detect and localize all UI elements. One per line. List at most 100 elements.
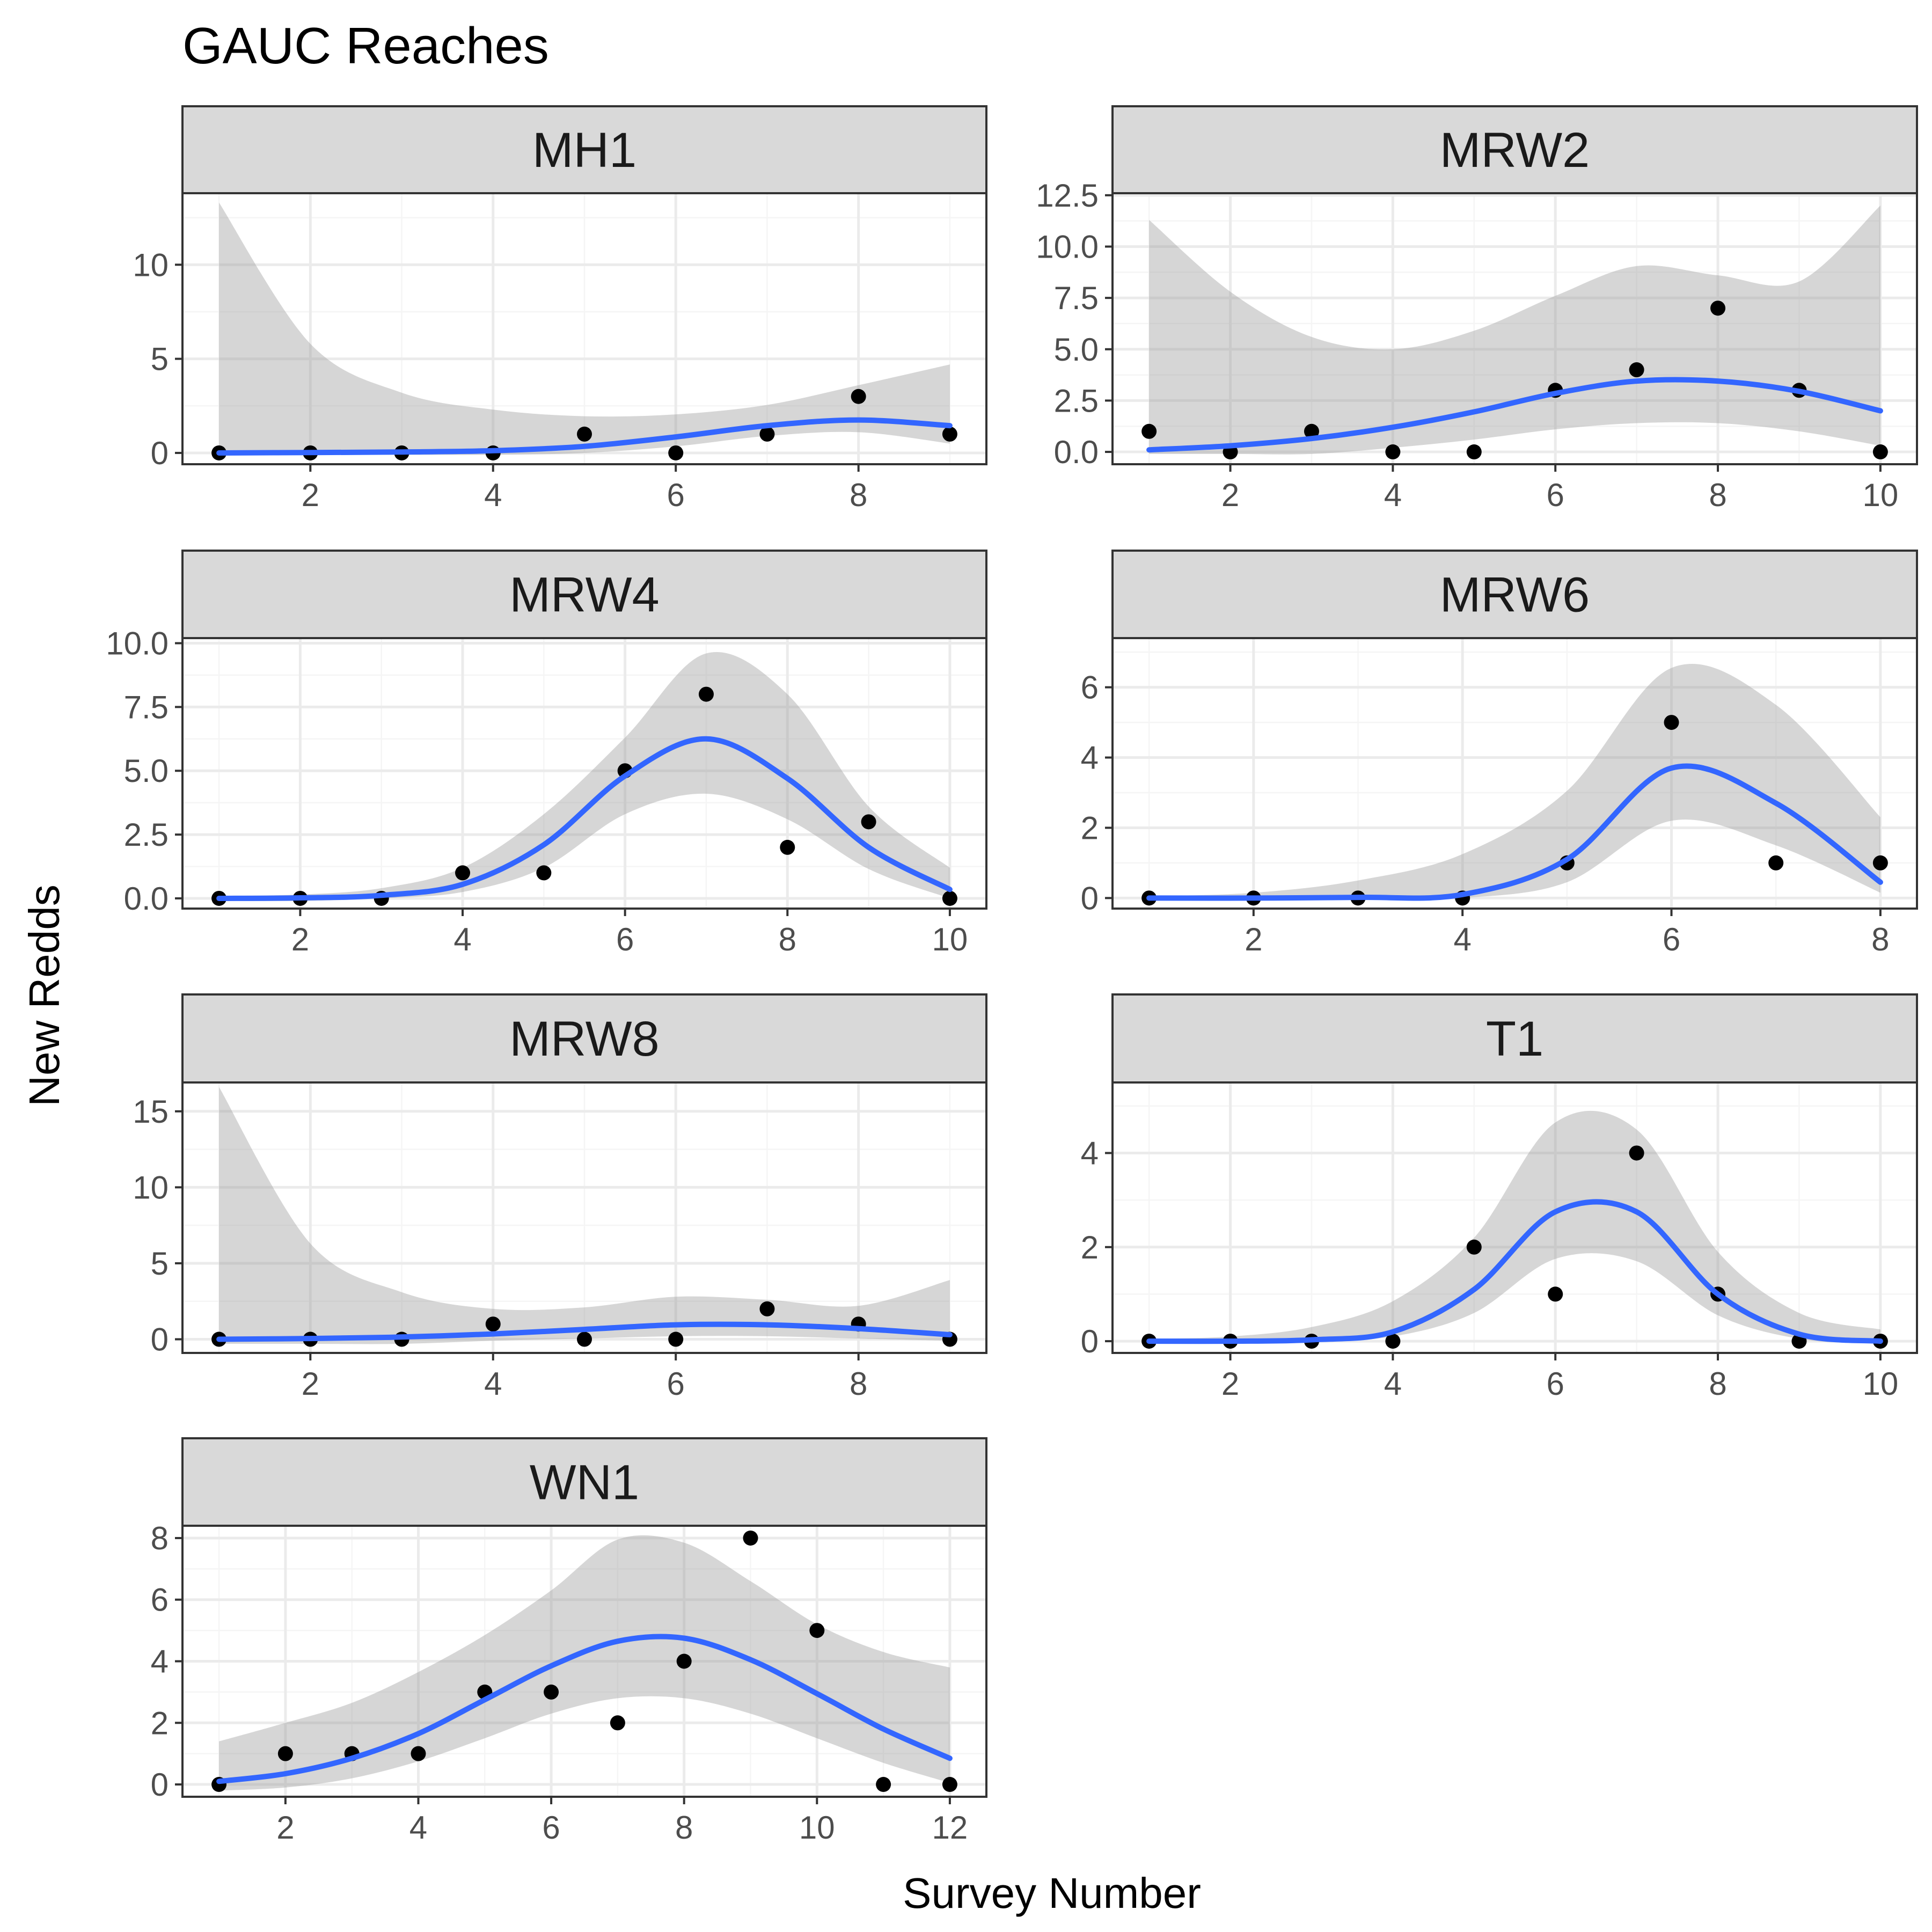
- y-tick-label: 7.5: [124, 689, 169, 725]
- y-tick-label: 10: [133, 1169, 169, 1205]
- panel-mrw4: MRW4 2 4 6 8 10 0.0 2.5 5.0 7.5 10.0: [106, 550, 987, 957]
- data-point: [1466, 444, 1482, 460]
- data-point: [668, 445, 684, 460]
- facet-label-wn1: WN1: [530, 1455, 639, 1510]
- x-tick-label: 4: [409, 1810, 427, 1846]
- facet-label-mrw4: MRW4: [509, 568, 659, 623]
- x-tick-label: 8: [850, 477, 867, 513]
- data-point: [411, 1746, 426, 1761]
- y-tick-label: 0: [1081, 880, 1099, 916]
- y-tick-label: 4: [151, 1644, 169, 1680]
- x-tick-label: 6: [1663, 921, 1680, 957]
- x-tick-label: 4: [1384, 1366, 1402, 1402]
- plot-title: GAUC Reaches: [182, 17, 549, 75]
- data-point: [861, 814, 876, 830]
- axes-mrw6: 2 4 6 8 0 2 4 6: [1081, 670, 1890, 957]
- facet-label-mrw2: MRW2: [1440, 123, 1590, 178]
- y-tick-label: 0: [151, 1767, 169, 1803]
- x-tick-label: 10: [799, 1810, 835, 1846]
- panel-background: [182, 638, 986, 909]
- facet-label-t1: T1: [1486, 1012, 1543, 1066]
- data-point: [759, 426, 775, 442]
- data-point: [1385, 1334, 1401, 1349]
- x-tick-label: 8: [1871, 921, 1889, 957]
- data-point: [577, 1331, 592, 1347]
- y-tick-label: 7.5: [1054, 280, 1099, 316]
- y-tick-label: 0.0: [1054, 434, 1099, 470]
- axes-mh1: 2 4 6 8 0 5 10: [133, 247, 867, 513]
- data-point: [759, 1301, 775, 1316]
- panel-border: [181, 192, 987, 465]
- axes-mrw8: 2 4 6 8 0 5 10 15: [133, 1094, 867, 1402]
- panel-wn1: WN1 2 4 6 8 10 12 0 2 4 6 8: [151, 1437, 987, 1846]
- y-tick-label: 10.0: [1036, 229, 1099, 265]
- data-point: [1385, 444, 1401, 460]
- data-point: [1872, 444, 1888, 460]
- facet-strip-wn1: [181, 1437, 987, 1527]
- x-tick-label: 2: [302, 1366, 319, 1402]
- points-mrw2: [1141, 301, 1888, 460]
- data-point: [1629, 362, 1644, 378]
- data-point: [851, 389, 866, 404]
- confidence-ribbon-mh1: [219, 202, 950, 455]
- x-tick-label: 6: [542, 1810, 560, 1846]
- y-tick-label: 2: [1081, 810, 1099, 846]
- data-point: [1466, 1239, 1482, 1255]
- panel-background: [1113, 193, 1917, 464]
- data-point: [1872, 855, 1888, 870]
- x-tick-label: 10: [1862, 477, 1898, 513]
- data-point: [455, 865, 471, 881]
- confidence-ribbon-t1: [1149, 1110, 1880, 1344]
- data-point: [1664, 715, 1679, 730]
- y-tick-label: 10: [133, 247, 169, 283]
- y-tick-label: 5.0: [124, 753, 169, 789]
- axes-mrw2: 2 4 6 8 10 0.0 2.5 5.0 7.5 10.0 12.5: [1036, 178, 1898, 513]
- panel-mh1: MH1 2 4 6 8 0 5 10: [133, 105, 987, 513]
- x-tick-label: 10: [932, 921, 968, 957]
- x-tick-label: 6: [667, 477, 685, 513]
- data-point: [1710, 301, 1726, 316]
- x-tick-label: 2: [1221, 1366, 1239, 1402]
- facet-label-mrw8: MRW8: [509, 1012, 659, 1066]
- data-point: [544, 1684, 559, 1700]
- data-point: [1629, 1145, 1644, 1161]
- y-tick-label: 8: [151, 1520, 169, 1556]
- data-point: [1548, 1286, 1563, 1302]
- facet-panels: MH1 2 4 6 8 0 5 10 MRW2 2 4 6 8 10 0.0 2.5 5.0 7.5 10.0 12.…: [106, 105, 1918, 1846]
- y-tick-label: 2: [1081, 1230, 1099, 1265]
- x-tick-label: 8: [779, 921, 796, 957]
- x-tick-label: 8: [1709, 477, 1726, 513]
- facet-label-mrw6: MRW6: [1440, 568, 1590, 623]
- y-tick-label: 4: [1081, 1135, 1099, 1171]
- smooth-line-wn1: [216, 1634, 953, 1784]
- axes-t1: 2 4 6 8 10 0 2 4: [1081, 1135, 1899, 1402]
- data-point: [942, 1777, 957, 1792]
- x-tick-label: 8: [850, 1366, 867, 1402]
- gridlines: [182, 193, 986, 464]
- y-tick-label: 10.0: [106, 626, 169, 662]
- data-point: [577, 426, 592, 442]
- smooth-line-t1: [1146, 1199, 1883, 1344]
- x-tick-label: 4: [1384, 477, 1402, 513]
- y-tick-label: 5: [151, 341, 169, 377]
- axes-mrw4: 2 4 6 8 10 0.0 2.5 5.0 7.5 10.0: [106, 626, 968, 957]
- panel-border: [181, 637, 987, 910]
- data-point: [1141, 423, 1157, 439]
- x-tick-label: 6: [667, 1366, 685, 1402]
- x-tick-label: 4: [1453, 921, 1471, 957]
- data-point: [668, 1331, 684, 1347]
- facet-strip-mh1: [181, 105, 987, 194]
- y-tick-label: 12.5: [1036, 178, 1099, 214]
- data-point: [743, 1530, 758, 1546]
- axes-wn1: 2 4 6 8 10 12 0 2 4 6 8: [151, 1520, 968, 1846]
- points-mrw4: [211, 686, 957, 906]
- y-tick-label: 4: [1081, 740, 1099, 776]
- panel-border: [181, 1081, 987, 1354]
- data-point: [676, 1653, 692, 1669]
- data-point: [809, 1623, 825, 1638]
- x-tick-label: 4: [484, 477, 502, 513]
- y-tick-label: 15: [133, 1094, 169, 1130]
- gridlines: [182, 1082, 986, 1353]
- x-tick-label: 4: [484, 1366, 502, 1402]
- data-point: [1304, 423, 1319, 439]
